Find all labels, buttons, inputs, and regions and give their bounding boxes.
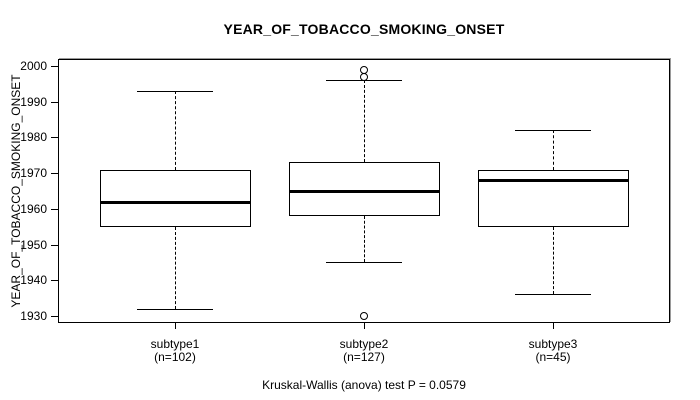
median-line (288, 190, 440, 193)
whisker-cap-lower (137, 308, 213, 310)
y-tick (51, 208, 58, 210)
whisker-cap-lower (515, 294, 591, 296)
y-tick (51, 66, 58, 68)
whisker-cap-upper (326, 80, 402, 82)
whisker-cap-lower (326, 262, 402, 264)
x-tick (364, 323, 365, 329)
whisker-lower-stem (364, 215, 365, 263)
whisker-upper-stem (364, 80, 365, 163)
y-tick-label: 2000 (20, 59, 47, 74)
y-tick-label: 1990 (20, 94, 47, 109)
y-tick (51, 244, 58, 246)
iqr-box (288, 162, 440, 216)
median-line (99, 200, 251, 204)
chart-title: YEAR_OF_TOBACCO_SMOKING_ONSET (223, 21, 505, 37)
y-tick (51, 280, 58, 282)
whisker-lower-stem (175, 226, 176, 309)
x-axis-group-label: subtype2 (n=127) (339, 337, 389, 364)
outlier-point (360, 311, 368, 320)
whisker-cap-upper (515, 130, 591, 132)
y-tick-label: 1940 (20, 273, 47, 288)
whisker-cap-upper (137, 91, 213, 93)
y-tick-label: 1930 (20, 308, 47, 323)
x-axis-group-label: subtype3 (n=45) (528, 337, 578, 364)
whisker-lower-stem (553, 226, 554, 295)
y-tick (51, 101, 58, 103)
x-axis-group-label: subtype1 (n=102) (150, 337, 200, 364)
y-tick (51, 173, 58, 175)
x-tick (175, 323, 176, 329)
y-tick-label: 1950 (20, 237, 47, 252)
iqr-box (477, 169, 629, 227)
outlier-point (360, 72, 368, 81)
y-tick (51, 137, 58, 139)
caption: Kruskal-Wallis (anova) test P = 0.0579 (262, 378, 466, 392)
y-tick-label: 1980 (20, 130, 47, 145)
outlier-point (360, 65, 368, 74)
y-tick-label: 1960 (20, 201, 47, 216)
iqr-box (99, 169, 251, 227)
y-tick (51, 315, 58, 317)
x-tick (553, 323, 554, 329)
median-line (477, 179, 629, 183)
whisker-upper-stem (175, 91, 176, 170)
whisker-upper-stem (553, 130, 554, 170)
y-tick-label: 1970 (20, 166, 47, 181)
